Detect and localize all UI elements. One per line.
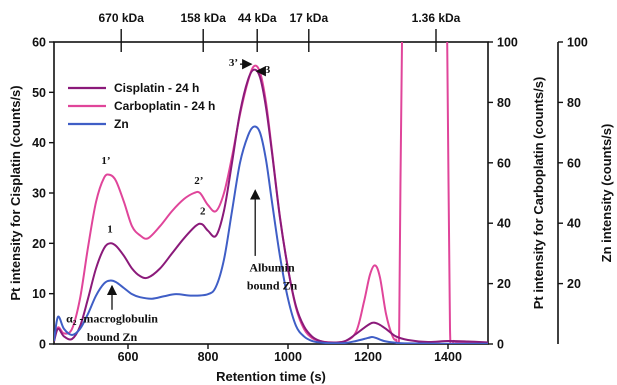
annotation-label: 3’: [229, 57, 238, 69]
left-y-tick-label: 30: [32, 187, 46, 201]
axis-ticks: 600 800 1000 1200 14000102030405060020406080…: [32, 11, 588, 364]
legend-label-zn: Zn: [114, 117, 129, 131]
series-line-carboplatin: [54, 42, 488, 344]
annotation-label: bound Zn: [247, 279, 298, 293]
mw-marker-label: 1.36 kDa: [412, 11, 461, 25]
left-y-tick-label: 20: [32, 237, 46, 251]
mw-marker-label: 158 kDa: [181, 11, 227, 25]
x-tick-label: 1000: [274, 350, 302, 364]
annotation-label: Albumin: [249, 261, 295, 275]
annotation-layer: 1 1’ 2 2’ 3 3’ Albumin bound Zn α₂ -macroglobuli…: [66, 57, 297, 344]
right-y-tick-label: 0: [497, 338, 504, 352]
annotation-label: 1’: [101, 155, 110, 167]
left-y-tick-label: 50: [32, 86, 46, 100]
left-y-tick-label: 60: [32, 36, 46, 50]
annotation-label: 3: [265, 64, 271, 76]
series-layer: [54, 42, 488, 344]
mw-marker-label: 670 kDa: [99, 11, 145, 25]
x-axis-label: Retention time (s): [216, 369, 326, 384]
zn-y-tick-label: 60: [567, 156, 581, 170]
zn-y-tick-label: 100: [567, 36, 588, 50]
annotation-label: 2: [200, 206, 206, 218]
right-y-tick-label: 40: [497, 217, 511, 231]
left-y-tick-label: 10: [32, 287, 46, 301]
x-tick-label: 600: [118, 350, 139, 364]
zn-y-tick-label: 40: [567, 217, 581, 231]
right-y-tick-label: 100: [497, 36, 518, 50]
mw-marker-label: 44 kDa: [238, 11, 277, 25]
annotation-label: 2’: [194, 175, 203, 187]
x-tick-label: 800: [198, 350, 219, 364]
right-y-tick-label: 80: [497, 96, 511, 110]
x-tick-label: 1400: [434, 350, 462, 364]
zn-y-tick-label: 80: [567, 96, 581, 110]
left-y-tick-label: 0: [39, 338, 46, 352]
right-y-axis-label-zn: Zn intensity (counts/s): [599, 124, 614, 263]
annotation-label: α₂ -macroglobulin: [66, 311, 158, 325]
annotation-label: 1: [107, 223, 113, 235]
series-line-cisplatin: [54, 68, 488, 344]
mw-marker-label: 17 kDa: [289, 11, 328, 25]
right-y-axis-label-carboplatin: Pt intensity for Carboplatin (counts/s): [531, 77, 546, 310]
left-y-axis-label: Pt intensity for Cisplatin (counts/s): [8, 85, 23, 300]
right-y-tick-label: 60: [497, 156, 511, 170]
zn-y-tick-label: 20: [567, 277, 581, 291]
series-line-zn: [54, 125, 488, 344]
legend-label-carboplatin: Carboplatin - 24 h: [114, 99, 215, 113]
legend: Cisplatin - 24 h Carboplatin - 24 h Zn: [68, 81, 215, 131]
legend-label-cisplatin: Cisplatin - 24 h: [114, 81, 199, 95]
right-y-tick-label: 20: [497, 277, 511, 291]
left-y-tick-label: 40: [32, 136, 46, 150]
x-tick-label: 1200: [354, 350, 382, 364]
annotation-label: bound Zn: [87, 330, 138, 344]
